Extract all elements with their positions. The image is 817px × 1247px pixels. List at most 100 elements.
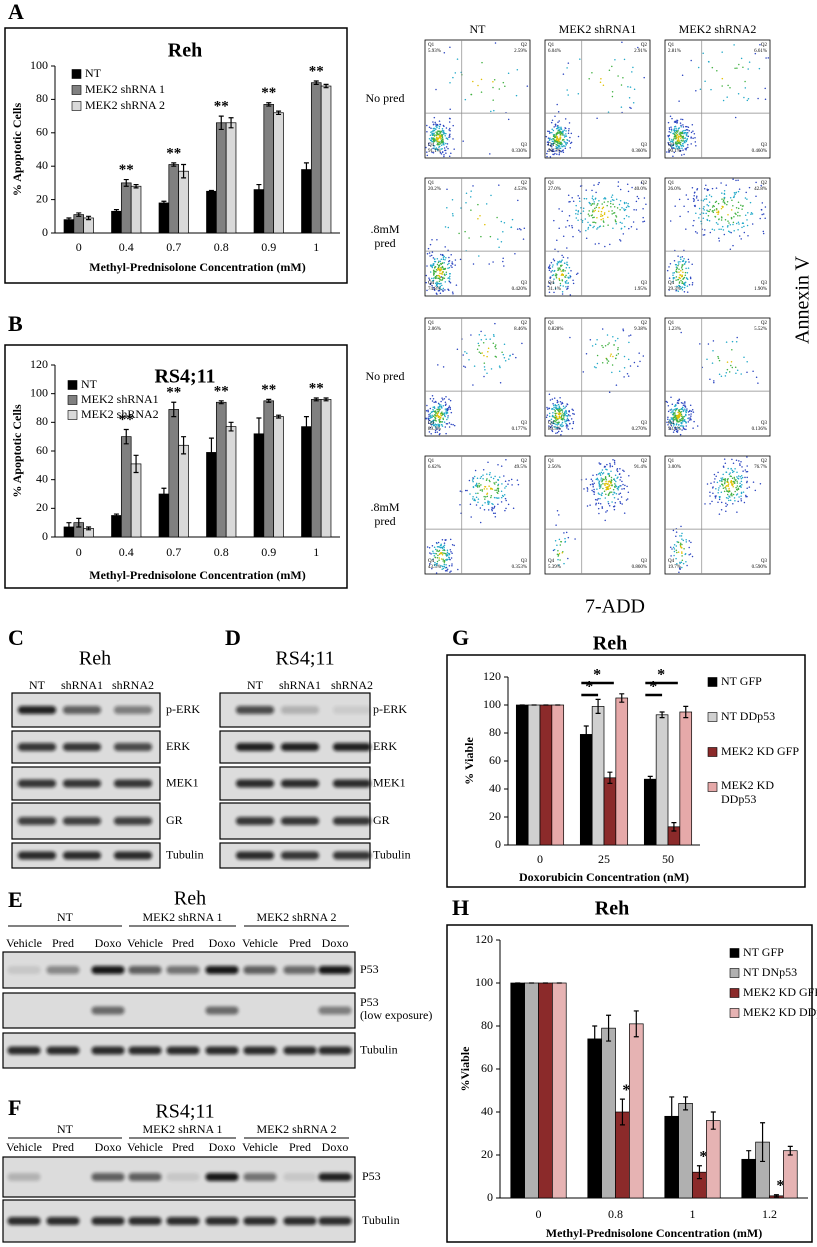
- event-dot: [679, 261, 681, 263]
- event-dot: [436, 136, 438, 138]
- band: [333, 706, 371, 714]
- event-dot: [709, 209, 711, 211]
- event-dot: [673, 530, 675, 532]
- event-dot: [494, 323, 496, 325]
- event-dot: [739, 483, 741, 485]
- event-dot: [618, 493, 620, 495]
- event-dot: [737, 501, 739, 503]
- event-dot: [512, 219, 514, 221]
- event-dot: [686, 410, 688, 412]
- event-dot: [712, 350, 714, 352]
- event-dot: [690, 415, 692, 417]
- y-tick-label: 80: [489, 725, 501, 739]
- event-dot: [616, 216, 618, 218]
- event-dot: [440, 136, 442, 138]
- event-dot: [716, 208, 718, 210]
- event-dot: [490, 497, 492, 499]
- event-dot: [566, 89, 568, 91]
- event-dot: [680, 138, 682, 140]
- event-dot: [443, 546, 445, 548]
- event-dot: [636, 201, 638, 203]
- event-dot: [681, 555, 683, 557]
- event-dot: [600, 479, 602, 481]
- event-dot: [755, 195, 757, 197]
- event-dot: [494, 490, 496, 492]
- event-dot: [678, 421, 680, 423]
- event-dot: [752, 223, 754, 225]
- event-dot: [440, 263, 442, 265]
- event-dot: [438, 411, 440, 413]
- event-dot: [433, 124, 435, 126]
- legend-swatch: [708, 678, 717, 687]
- legend-label: MEK2 KD DDp53: [743, 1005, 817, 1019]
- event-dot: [493, 512, 495, 514]
- event-dot: [673, 418, 675, 420]
- event-dot: [548, 131, 550, 133]
- event-dot: [721, 502, 723, 504]
- event-dot: [733, 44, 735, 46]
- event-dot: [600, 225, 602, 227]
- event-dot: [670, 220, 672, 222]
- event-dot: [687, 144, 689, 146]
- event-dot: [627, 183, 629, 185]
- event-dot: [429, 417, 431, 419]
- event-dot: [741, 208, 743, 210]
- event-dot: [437, 423, 439, 425]
- band: [318, 1173, 351, 1181]
- event-dot: [445, 426, 447, 428]
- event-dot: [611, 213, 613, 215]
- plot-frame: [665, 318, 770, 436]
- event-dot: [674, 412, 676, 414]
- event-dot: [724, 201, 726, 203]
- event-dot: [688, 547, 690, 549]
- event-dot: [619, 239, 621, 241]
- event-dot: [478, 483, 480, 485]
- event-dot: [440, 404, 442, 406]
- event-dot: [731, 495, 733, 497]
- event-dot: [501, 483, 503, 485]
- event-dot: [693, 220, 695, 222]
- event-dot: [695, 212, 697, 214]
- event-dot: [566, 262, 568, 264]
- event-dot: [732, 477, 734, 479]
- event-dot: [549, 138, 551, 140]
- event-dot: [609, 505, 611, 507]
- event-dot: [562, 270, 564, 272]
- event-dot: [469, 493, 471, 495]
- event-dot: [679, 278, 681, 280]
- event-dot: [559, 132, 561, 134]
- event-dot: [697, 425, 699, 427]
- event-dot: [620, 502, 622, 504]
- event-dot: [667, 418, 669, 420]
- event-dot: [736, 67, 738, 69]
- event-dot: [447, 148, 449, 150]
- event-dot: [726, 204, 728, 206]
- event-dot: [721, 219, 723, 221]
- event-dot: [733, 471, 735, 473]
- event-dot: [430, 398, 432, 400]
- event-dot: [436, 285, 438, 287]
- event-dot: [618, 353, 620, 355]
- event-dot: [689, 540, 691, 542]
- event-dot: [567, 220, 569, 222]
- event-dot: [551, 129, 553, 131]
- event-dot: [550, 399, 552, 401]
- event-dot: [482, 490, 484, 492]
- quadrant-name: Q4: [548, 421, 555, 426]
- event-dot: [745, 87, 747, 89]
- quadrant-percent: 0.460%: [752, 149, 767, 154]
- quadrant-percent: 6.61%: [754, 49, 767, 54]
- event-dot: [565, 410, 567, 412]
- event-dot: [486, 372, 488, 374]
- event-dot: [556, 408, 558, 410]
- event-dot: [680, 258, 682, 260]
- event-dot: [673, 409, 675, 411]
- quadrant-name: Q2: [641, 459, 648, 464]
- event-dot: [610, 353, 612, 355]
- event-dot: [523, 238, 525, 240]
- bar: [552, 705, 564, 845]
- event-dot: [483, 496, 485, 498]
- band: [46, 966, 79, 974]
- band: [114, 706, 152, 714]
- event-dot: [549, 269, 551, 271]
